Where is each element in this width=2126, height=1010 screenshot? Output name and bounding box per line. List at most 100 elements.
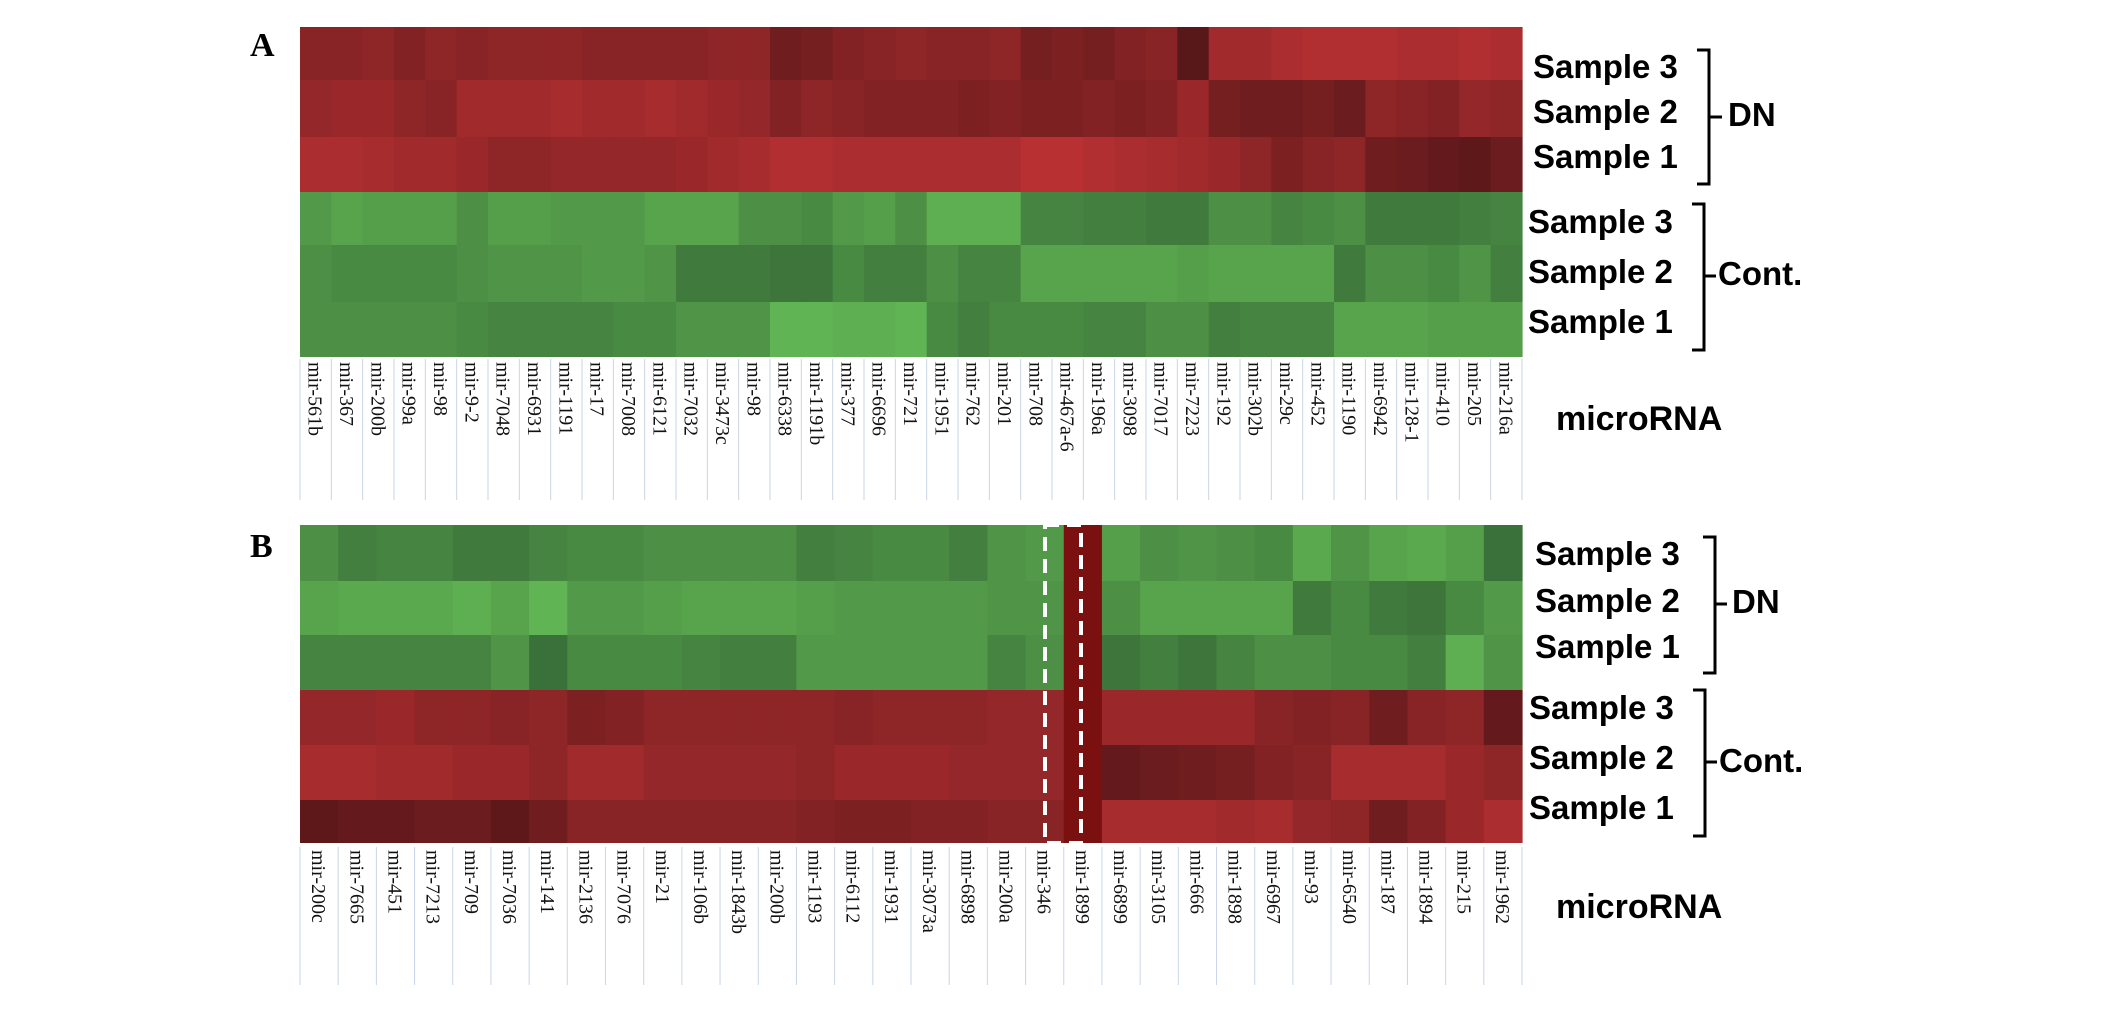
heatmap-cell [1396,27,1429,80]
heatmap-cell [1334,137,1366,192]
heatmap-cell [1208,192,1241,245]
heatmap-cell [1483,745,1523,800]
heatmap-cell [1114,80,1147,137]
heatmap-cell [376,800,416,843]
heatmap-cell [643,525,683,581]
x-tick-label: mir-7032 [680,362,702,436]
heatmap-cell [1369,635,1409,690]
heatmap-cell [1334,245,1366,302]
heatmap-cell [1271,192,1304,245]
heatmap-cell [550,245,583,302]
heatmap-cell [394,27,426,80]
heatmap-cell [1216,525,1256,581]
heatmap-cell [488,245,520,302]
heatmap-cell [681,635,721,690]
heatmap-cell [911,635,950,690]
heatmap-cell [1020,302,1053,357]
x-tick-label: mir-302b [1244,362,1266,436]
heatmap-cell [519,302,552,357]
heatmap-cell [758,745,798,800]
row-label-dn-sample-1: Sample 1 [1533,138,1678,175]
heatmap-cell [1331,525,1370,581]
heatmap-cell [864,245,896,302]
x-tick-label: mir-721 [899,362,921,426]
heatmap-cell [770,27,802,80]
heatmap-cell [643,745,683,800]
heatmap-cell [1331,800,1370,843]
heatmap-cell [1083,302,1116,357]
heatmap-cell [738,27,771,80]
heatmap-cell [414,690,454,745]
heatmap-cell [1459,27,1492,80]
heatmap-cell [300,27,332,80]
heatmap-cell [796,525,836,581]
heatmap-cell [1445,635,1485,690]
heatmap-cell [1428,27,1460,80]
heatmap-cell [949,800,988,843]
heatmap-cell [1490,27,1523,80]
heatmap-cell [605,745,645,800]
row-label-cont-sample-2: Sample 2 [1528,253,1673,290]
heatmap-cell [1178,745,1218,800]
heatmap-cell [490,690,530,745]
group-bracket-dn [1697,48,1722,186]
heatmap-cell [613,192,646,245]
heatmap-cell [1052,245,1084,302]
heatmap-cell [567,690,607,745]
heatmap-cell [331,27,364,80]
heatmap-cell [1331,635,1370,690]
heatmap-cell [1369,745,1409,800]
heatmap-cell [864,27,896,80]
heatmap-cell [331,137,364,192]
heatmap-cell [1063,581,1103,635]
x-tick-label: mir-215 [1453,850,1475,914]
heatmap-cell [1216,635,1256,690]
heatmap-cell [1114,27,1147,80]
x-tick-label: mir-1894 [1415,850,1437,924]
heatmap-cell [1271,80,1304,137]
x-tick-label: mir-1191b [805,362,827,445]
heatmap-cell [456,192,489,245]
heatmap-cell [676,137,708,192]
heatmap-cell [958,137,990,192]
heatmap-cell [425,80,458,137]
heatmap-cell [519,137,552,192]
heatmap-cell [376,525,416,581]
x-tick-label: mir-410 [1432,362,1454,426]
heatmap-cell [1114,302,1147,357]
heatmap-cell [425,302,458,357]
x-tick-label: mir-200b [765,850,787,924]
heatmap-cell [681,745,721,800]
heatmap-cell [926,302,959,357]
heatmap-cell [300,302,332,357]
heatmap-cell [1369,690,1409,745]
heatmap-cell [1428,80,1460,137]
heatmap-cell [989,80,1022,137]
heatmap-cell [644,137,677,192]
heatmap-cell [1177,80,1210,137]
group-label-cont: Cont. [1719,742,1803,779]
heatmap-cell [1254,525,1294,581]
heatmap-cell [801,192,834,245]
heatmap-cell [490,581,530,635]
x-tick-label: mir-3098 [1118,362,1140,436]
row-label-dn-sample-2: Sample 2 [1535,582,1680,619]
x-tick-label: mir-467a-6 [1056,362,1078,452]
heatmap-cell [1240,27,1272,80]
x-tick-label: mir-6112 [842,850,864,923]
heatmap-cell [1020,245,1053,302]
heatmap-cell [1146,302,1178,357]
heatmap-cell [490,745,530,800]
heatmap-cell [550,137,583,192]
heatmap-cell [958,80,990,137]
heatmap-cell [582,245,614,302]
x-tick-label: mir-6967 [1262,850,1284,924]
heatmap-cell [452,635,492,690]
x-tick-label: mir-6898 [956,850,978,924]
heatmap-cell [529,635,568,690]
x-tick-labels: mir-561b mir-367 mir-200b mir-99a mir-98 mir-… [299,359,1523,500]
heatmap-cell [1459,302,1492,357]
heatmap-cell [1490,137,1523,192]
heatmap-cell [1216,800,1256,843]
heatmap-cell [331,192,364,245]
